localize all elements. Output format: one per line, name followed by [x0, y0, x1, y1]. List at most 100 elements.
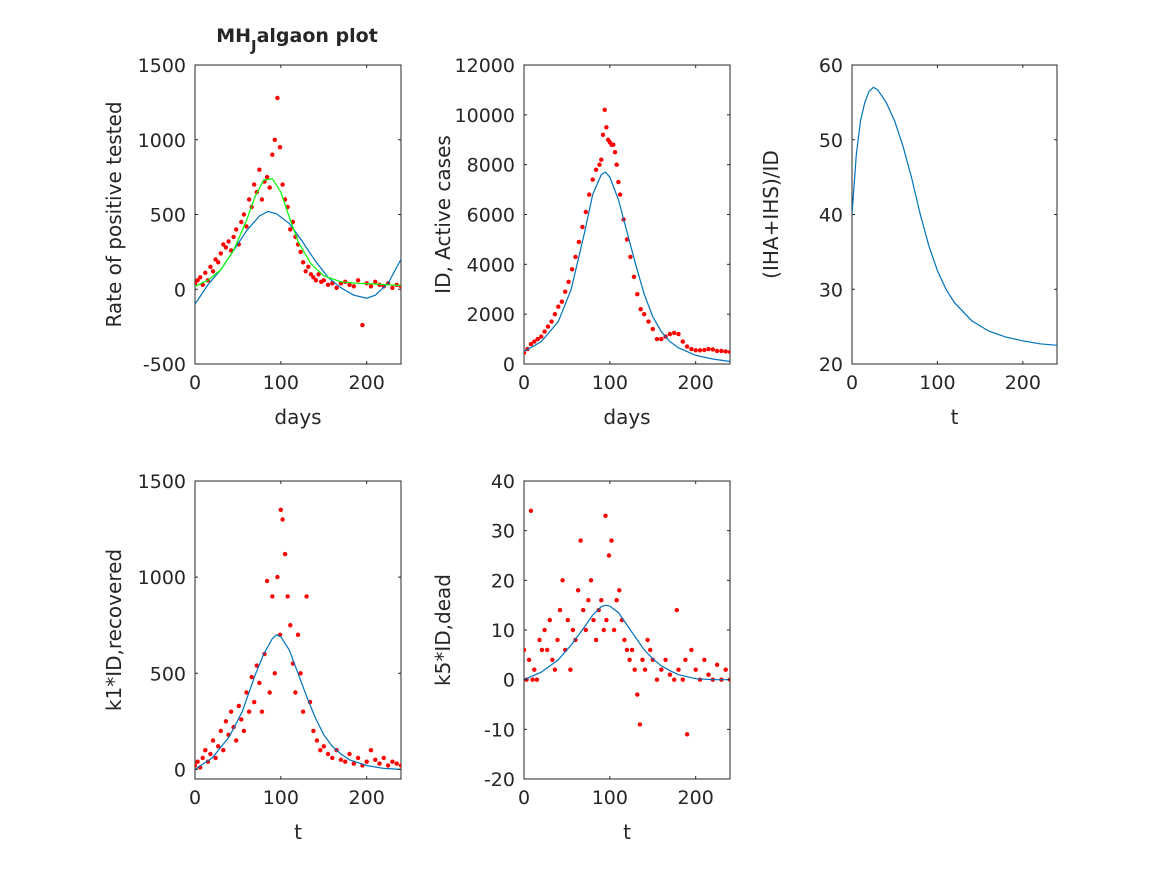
panel-1-data-point [244, 224, 249, 229]
panel-3-y-tick-label: 30 [819, 279, 843, 301]
panel-5-data-point [684, 732, 690, 737]
panel-4-data-point [234, 738, 239, 743]
panel-5-data-point [624, 647, 630, 653]
panel-1-data-point [223, 245, 229, 250]
panel-5-data-point [532, 667, 537, 672]
panel-2-data-point [566, 279, 571, 284]
panel-5-plot-area [524, 508, 730, 737]
panel-5-data-point [593, 637, 599, 643]
panel-5-y-tick-label: -20 [484, 769, 515, 791]
panel-4-data-point [377, 761, 382, 766]
panel-5-data-point [637, 722, 643, 727]
panel-1-data-point [334, 285, 339, 290]
panel-4-x-tick-label: 0 [189, 787, 201, 809]
panel-3-plot-area [852, 86, 1057, 346]
panel-4-data-point [355, 755, 361, 761]
panel-1-data-point [221, 242, 226, 247]
panel-2-data-point [576, 239, 582, 245]
panel-1-data-point [373, 279, 378, 284]
panel-2-data-point [569, 267, 575, 272]
panel-2-y-tick-label: 2000 [467, 304, 515, 326]
panel-5-data-point [524, 647, 527, 653]
panel-2-data-point [528, 341, 534, 347]
panel-2-data-point [693, 348, 698, 353]
panel-5-x-tick-label: 0 [518, 787, 530, 809]
panel-2-data-point [549, 319, 554, 324]
panel-4-data-point [373, 757, 378, 762]
panel-4-data-point [282, 551, 288, 557]
panel-1-fit-line-green [195, 177, 401, 287]
panel-1-y-tick-label: -500 [143, 354, 186, 376]
panel-4-data-point [216, 744, 221, 749]
panel-4-data-point [343, 759, 348, 764]
panel-4-frame [194, 480, 402, 780]
panel-5-data-point [604, 617, 609, 623]
panel-5-data-point [683, 657, 688, 662]
panel-2-data-point [552, 312, 558, 317]
panel-2-data-point [590, 177, 595, 182]
panel-2-y-tick-label: 10000 [455, 105, 515, 127]
panel-1-data-point [208, 264, 213, 269]
panel-4-x-tick-label: 200 [349, 787, 385, 809]
panel-3-y-tick-label: 50 [819, 130, 843, 152]
panel-5-data-point [557, 607, 563, 613]
panel-3-axes: 0 100 200 20 30 40 50 60 t (IHA+IHS)/ID [759, 55, 1058, 429]
panel-2-active-cases: 0 100 200020004000600080001000012000daysID… [431, 55, 731, 429]
panel-3-y-tick-label: 20 [819, 354, 843, 376]
panel-1-data-point [234, 227, 239, 232]
panel-3-fit-line [852, 86, 1057, 346]
panel-4-data-point [210, 738, 216, 743]
panel-5-data-point [528, 508, 534, 513]
panel-4-data-point [218, 728, 223, 734]
panel-4-data-point [236, 703, 241, 709]
panel-4-data-point [351, 761, 356, 766]
panel-2-fit-line [524, 171, 730, 363]
panel-2-data-point [650, 326, 655, 332]
panel-2-data-point [532, 339, 537, 344]
panel-4-data-point [304, 594, 309, 599]
panel-4-data-point [259, 709, 265, 714]
panel-2-y-tick-label: 12000 [455, 55, 515, 77]
panel-5-y-tick-label: 20 [491, 570, 515, 592]
panel-2-data-point [545, 324, 551, 329]
panel-4-data-point [221, 748, 226, 753]
panel-2-axes: 0 100 200020004000600080001000012000daysID… [431, 55, 731, 429]
panel-5-data-point [591, 617, 596, 623]
panel-5-data-point [680, 677, 685, 682]
panel-1-data-point [351, 284, 356, 289]
panel-2-data-point [616, 179, 621, 185]
panel-2-data-point [614, 162, 619, 167]
panel-5-data-point [676, 667, 681, 672]
panel-2-data-point [535, 336, 540, 342]
panel-4-data-point [330, 755, 335, 761]
panel-5-data-point [526, 657, 532, 662]
panel-4-data-point [239, 717, 244, 722]
panel-4-data-point [228, 709, 234, 714]
panel-2-data-point [559, 299, 564, 304]
panel-2-data-point [583, 209, 588, 215]
panel-1-data-point [272, 137, 277, 142]
panel-4-data-point [338, 757, 344, 762]
panel-2-data-point [689, 346, 694, 352]
panel-1-positive-rate: MHJalgaon plot 0 100 200-500050010001500da… [102, 25, 402, 429]
panel-4-data-point [385, 763, 391, 768]
panel-5-data-point [583, 627, 588, 633]
panel-3-y-axis-label: (IHA+IHS)/ID [759, 150, 783, 279]
panel-5-data-point [659, 667, 664, 672]
panel-1-data-point [203, 270, 208, 275]
panel-1-data-point [275, 95, 280, 101]
panel-5-x-tick-label: 200 [678, 787, 714, 809]
panel-5-data-point [560, 578, 565, 583]
panel-4-fit-line [195, 634, 401, 770]
panel-5-data-point [706, 672, 711, 677]
panel-4-x-axis-label: t [294, 820, 302, 844]
panel-1-data-point [216, 260, 221, 265]
panel-5-data-point [622, 637, 627, 643]
panel-2-data-point [631, 274, 637, 279]
panel-4-data-point [364, 759, 369, 764]
panel-1-data-point [321, 278, 326, 283]
panel-4-data-point [195, 763, 198, 768]
panel-1-data-point [241, 212, 247, 217]
panel-4-y-tick-label: 1000 [138, 567, 186, 589]
